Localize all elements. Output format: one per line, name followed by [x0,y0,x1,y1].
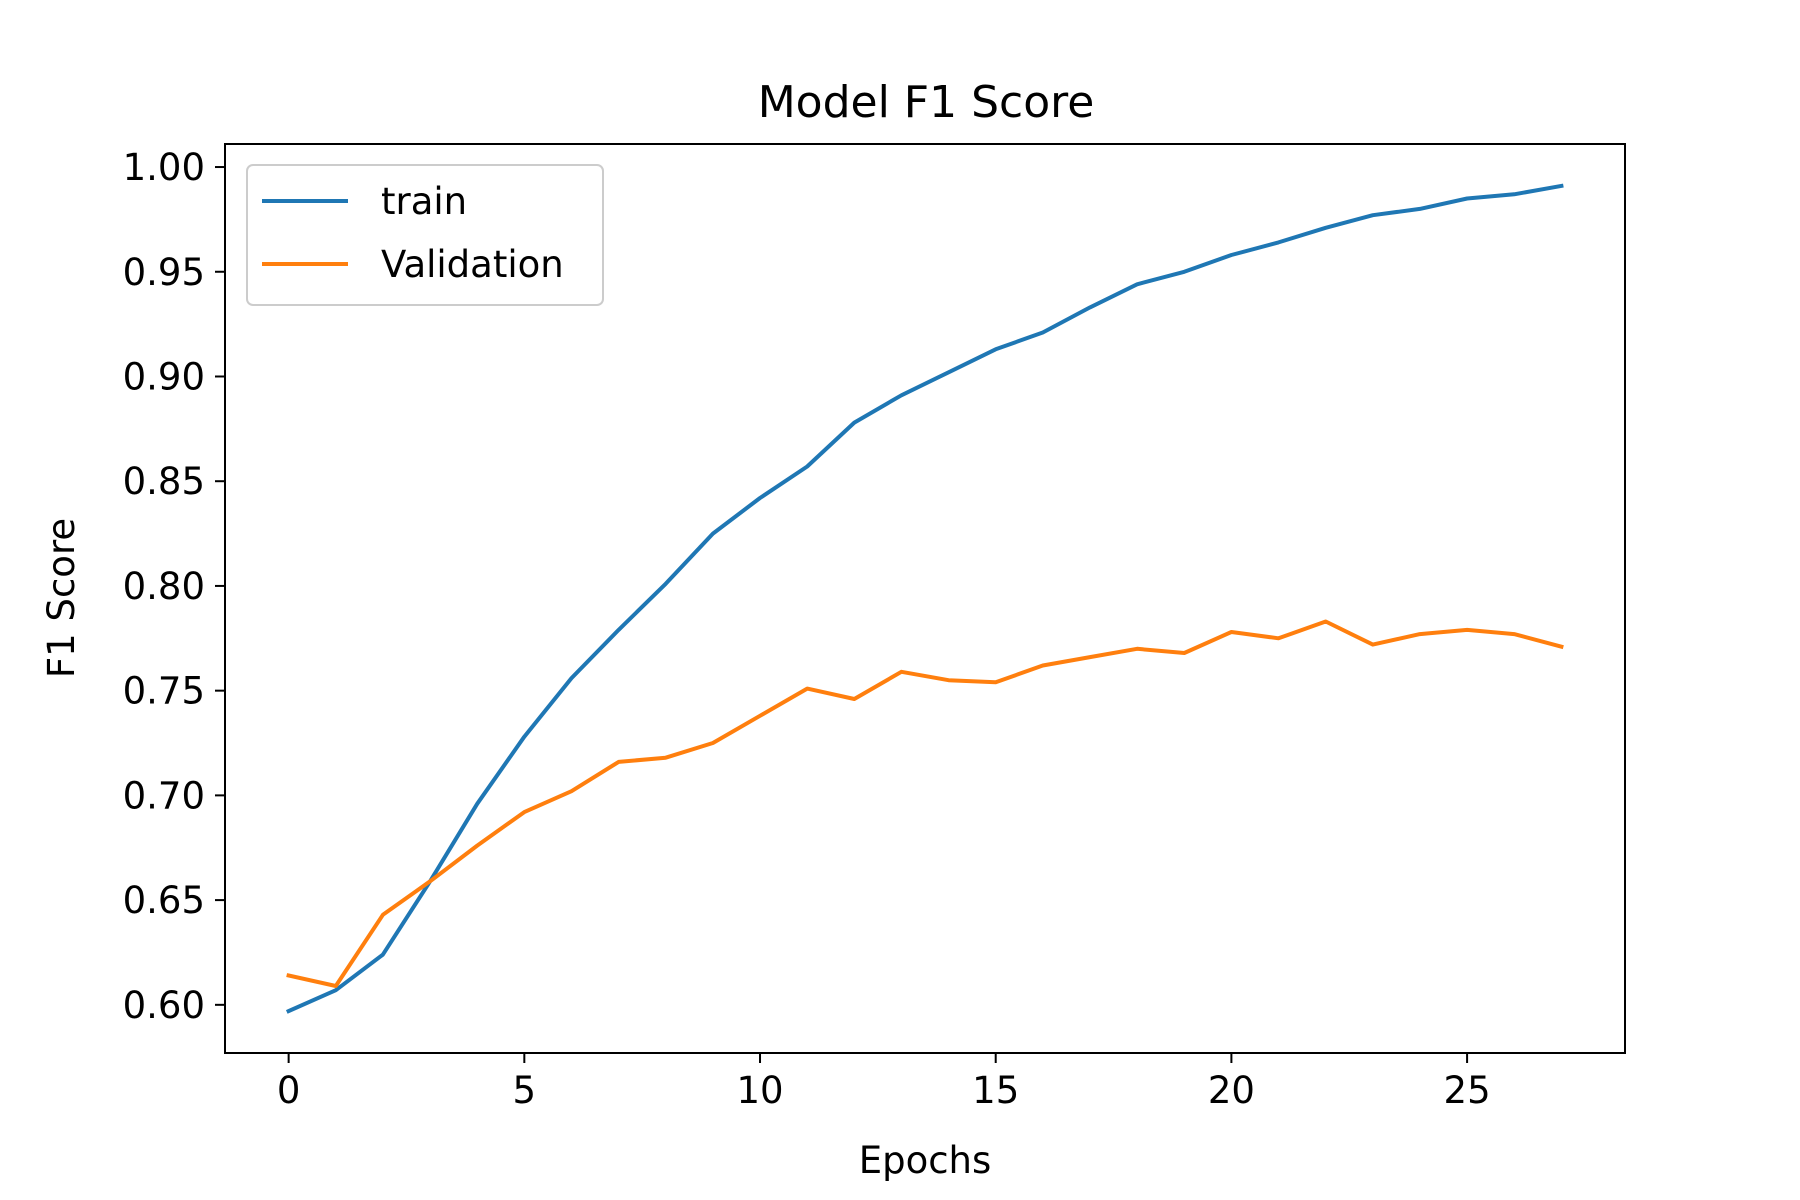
series-line-validation [286,619,1564,988]
y-tick-label: 0.80 [123,565,205,608]
x-tick-label: 0 [277,1069,301,1112]
legend-label-validation: Validation [381,243,564,286]
legend-label-train: train [381,180,467,223]
x-axis: 0 5 10 15 20 25 [277,1053,1491,1112]
x-tick-label: 15 [972,1069,1019,1112]
y-axis: 0.60 0.65 0.70 0.75 0.80 0.85 0.90 0.95 1.00 [123,146,225,1027]
y-tick-label: 0.65 [123,879,205,922]
y-tick-label: 0.70 [123,774,205,817]
legend: train Validation [246,164,604,306]
series-layer [285,183,1564,1014]
x-axis-title: Epochs [859,1139,992,1182]
y-tick-label: 0.95 [123,251,205,294]
x-tick-label: 25 [1444,1069,1491,1112]
y-tick-label: 1.00 [123,146,205,189]
y-tick-label: 0.75 [123,670,205,713]
y-axis-title: F1 Score [40,518,83,678]
x-tick-label: 20 [1208,1069,1255,1112]
y-tick-label: 0.90 [123,355,205,398]
plot-frame [224,143,1626,1054]
y-tick-label: 0.60 [123,984,205,1027]
chart-title: Model F1 Score [758,77,1095,128]
x-tick-label: 10 [736,1069,783,1112]
x-tick-label: 5 [513,1069,537,1112]
y-tick-label: 0.85 [123,460,205,503]
series-line-train [285,183,1564,1014]
